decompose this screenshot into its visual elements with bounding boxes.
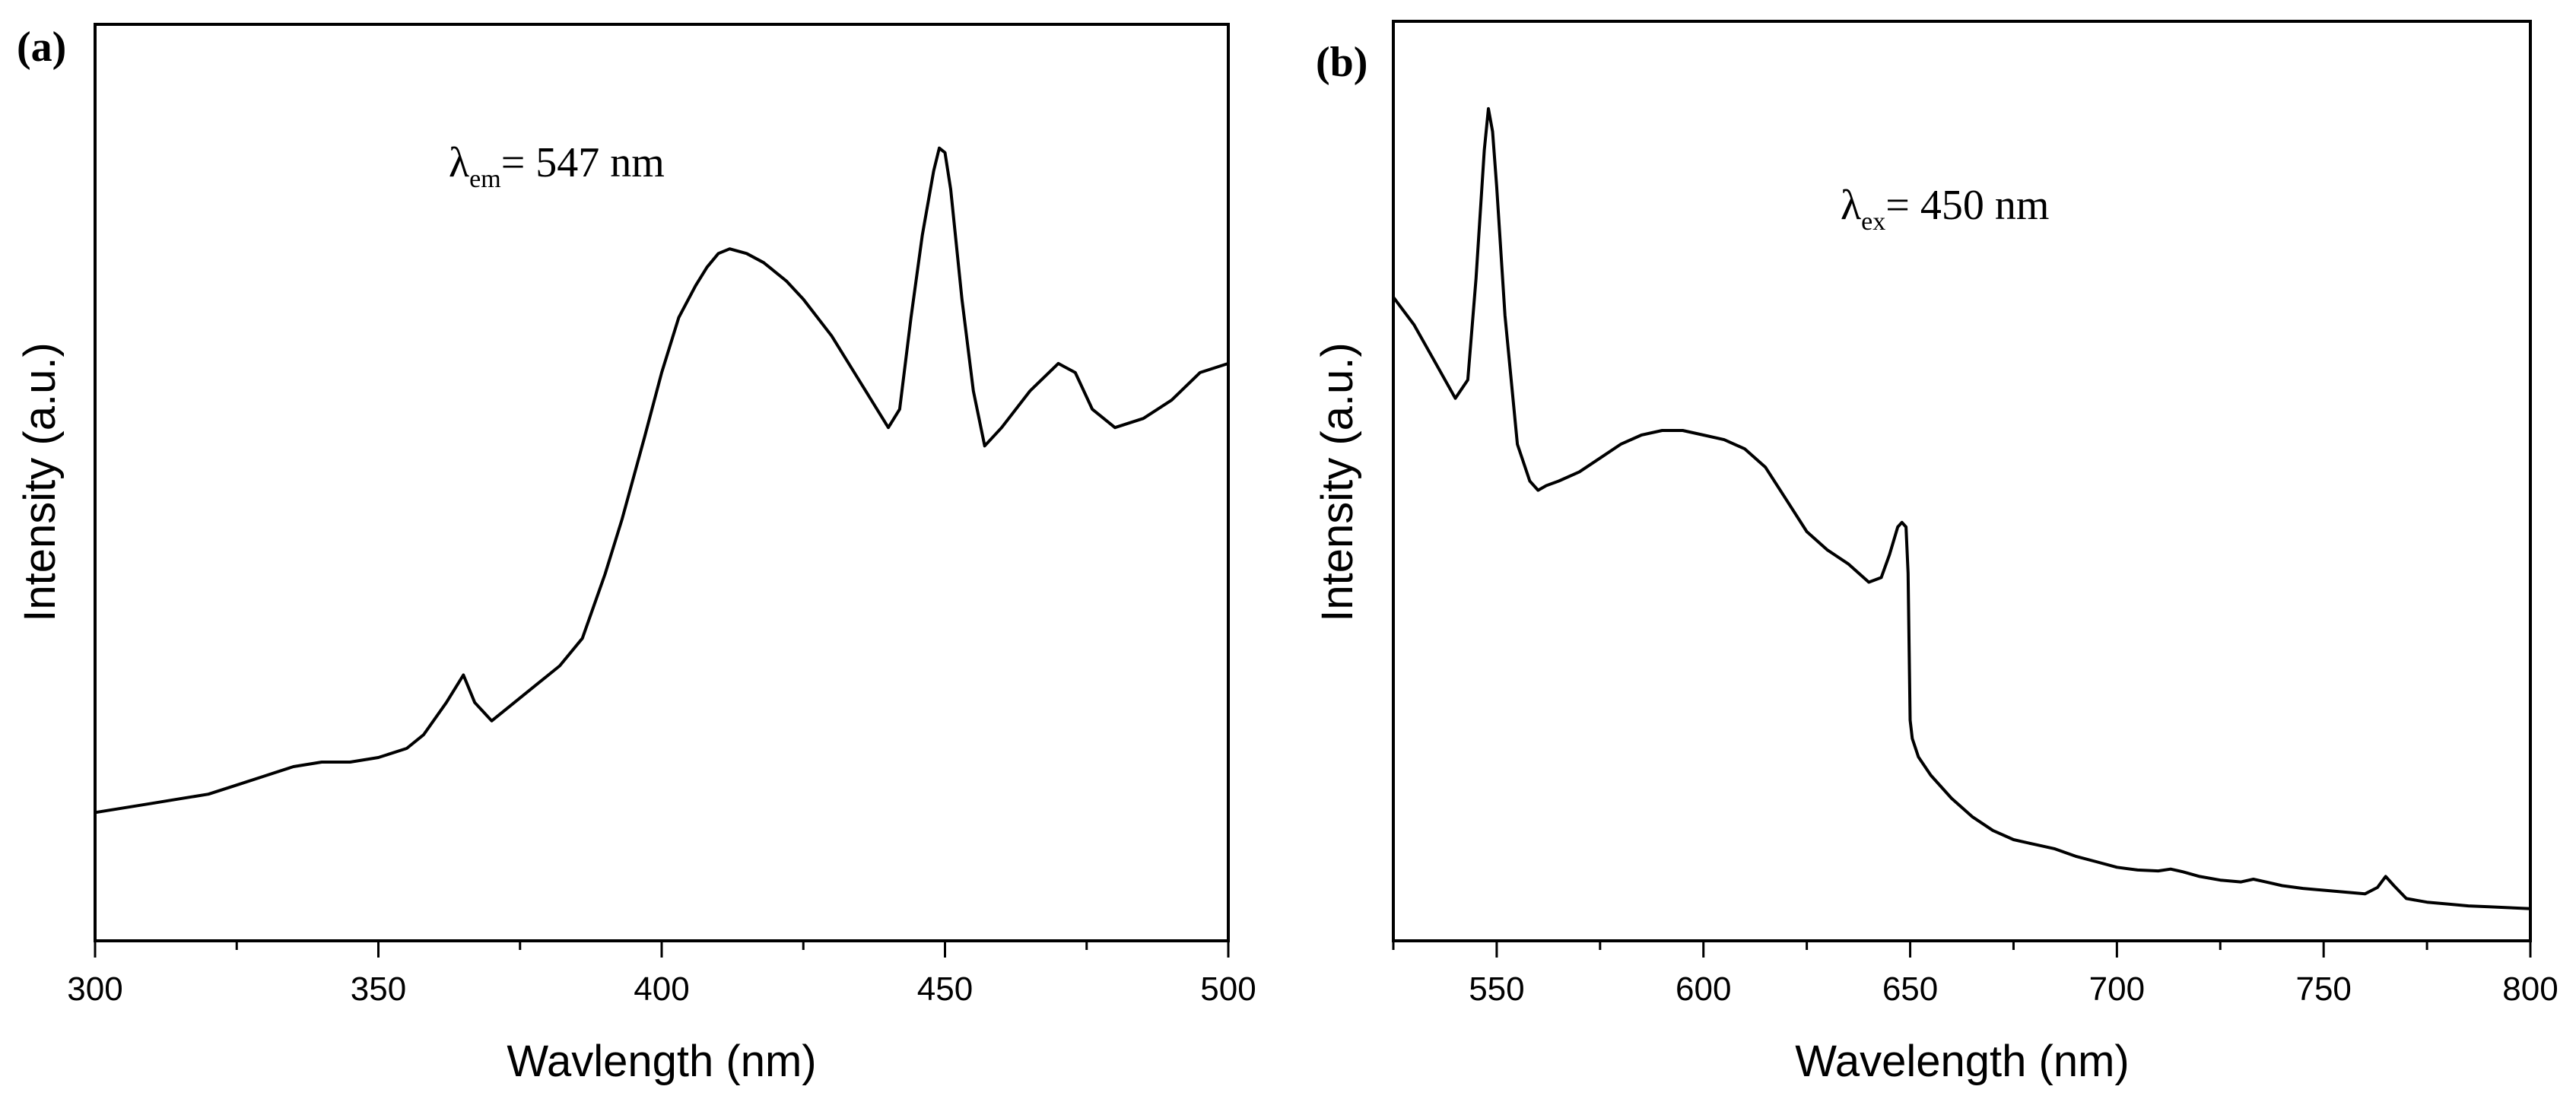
panel-a-annotation: λem= 547 nm <box>449 139 665 193</box>
panel-b-tick-label-800: 800 <box>2502 970 2558 1008</box>
panel-a-label: (a) <box>17 24 66 71</box>
panel-b-tick-label-650: 650 <box>1882 970 1938 1008</box>
panel-a-y-axis-title: Intensity (a.u.) <box>15 342 65 621</box>
panel-b-label: (b) <box>1316 39 1367 86</box>
panel-a-annotation-text: = 547 nm <box>501 139 665 186</box>
panel-a-x-tick-labels: 300 350 400 450 500 <box>67 970 1256 1008</box>
panel-b-series-line <box>1392 106 2531 910</box>
panel-a-annotation-subscript: em <box>469 165 501 193</box>
panel-a-tick-label-300: 300 <box>67 970 122 1008</box>
panel-a-x-ticks <box>94 941 1230 958</box>
panel-a-tick-label-500: 500 <box>1200 970 1256 1008</box>
panel-b-x-tick-labels: 550 600 650 700 750 800 <box>1469 970 2559 1008</box>
panel-a-annotation-symbol: λ <box>449 139 469 186</box>
panel-b-annotation-subscript: ex <box>1861 208 1885 236</box>
panel-b-tick-label-750: 750 <box>2295 970 2351 1008</box>
panel-b-tick-label-700: 700 <box>2089 970 2145 1008</box>
panel-b-tick-label-550: 550 <box>1469 970 1524 1008</box>
panel-a-chart: (a) 300 350 400 450 500 λem= 547 nm Wavlengt… <box>15 23 1256 1086</box>
panel-a-x-axis-title: Wavlength (nm) <box>507 1037 816 1086</box>
panel-b-x-axis-title: Wavelength (nm) <box>1795 1037 2129 1086</box>
panel-b-annotation-symbol: λ <box>1841 182 1861 229</box>
panel-b-chart: (b) 550 600 650 700 750 800 λex= 450 nm Wavel… <box>1313 20 2559 1086</box>
panel-a-series-line <box>94 146 1229 815</box>
panel-b-x-ticks <box>1392 941 2532 958</box>
panel-b-annotation-text: = 450 nm <box>1885 182 2049 229</box>
panel-b-plot-frame <box>1392 20 2532 942</box>
panel-b-tick-label-600: 600 <box>1676 970 1731 1008</box>
panel-a-tick-label-400: 400 <box>634 970 689 1008</box>
panel-b-annotation: λex= 450 nm <box>1841 182 2049 236</box>
panel-a-tick-label-450: 450 <box>917 970 973 1008</box>
panel-a-tick-label-350: 350 <box>351 970 406 1008</box>
panel-b-y-axis-title: Intensity (a.u.) <box>1313 342 1362 621</box>
